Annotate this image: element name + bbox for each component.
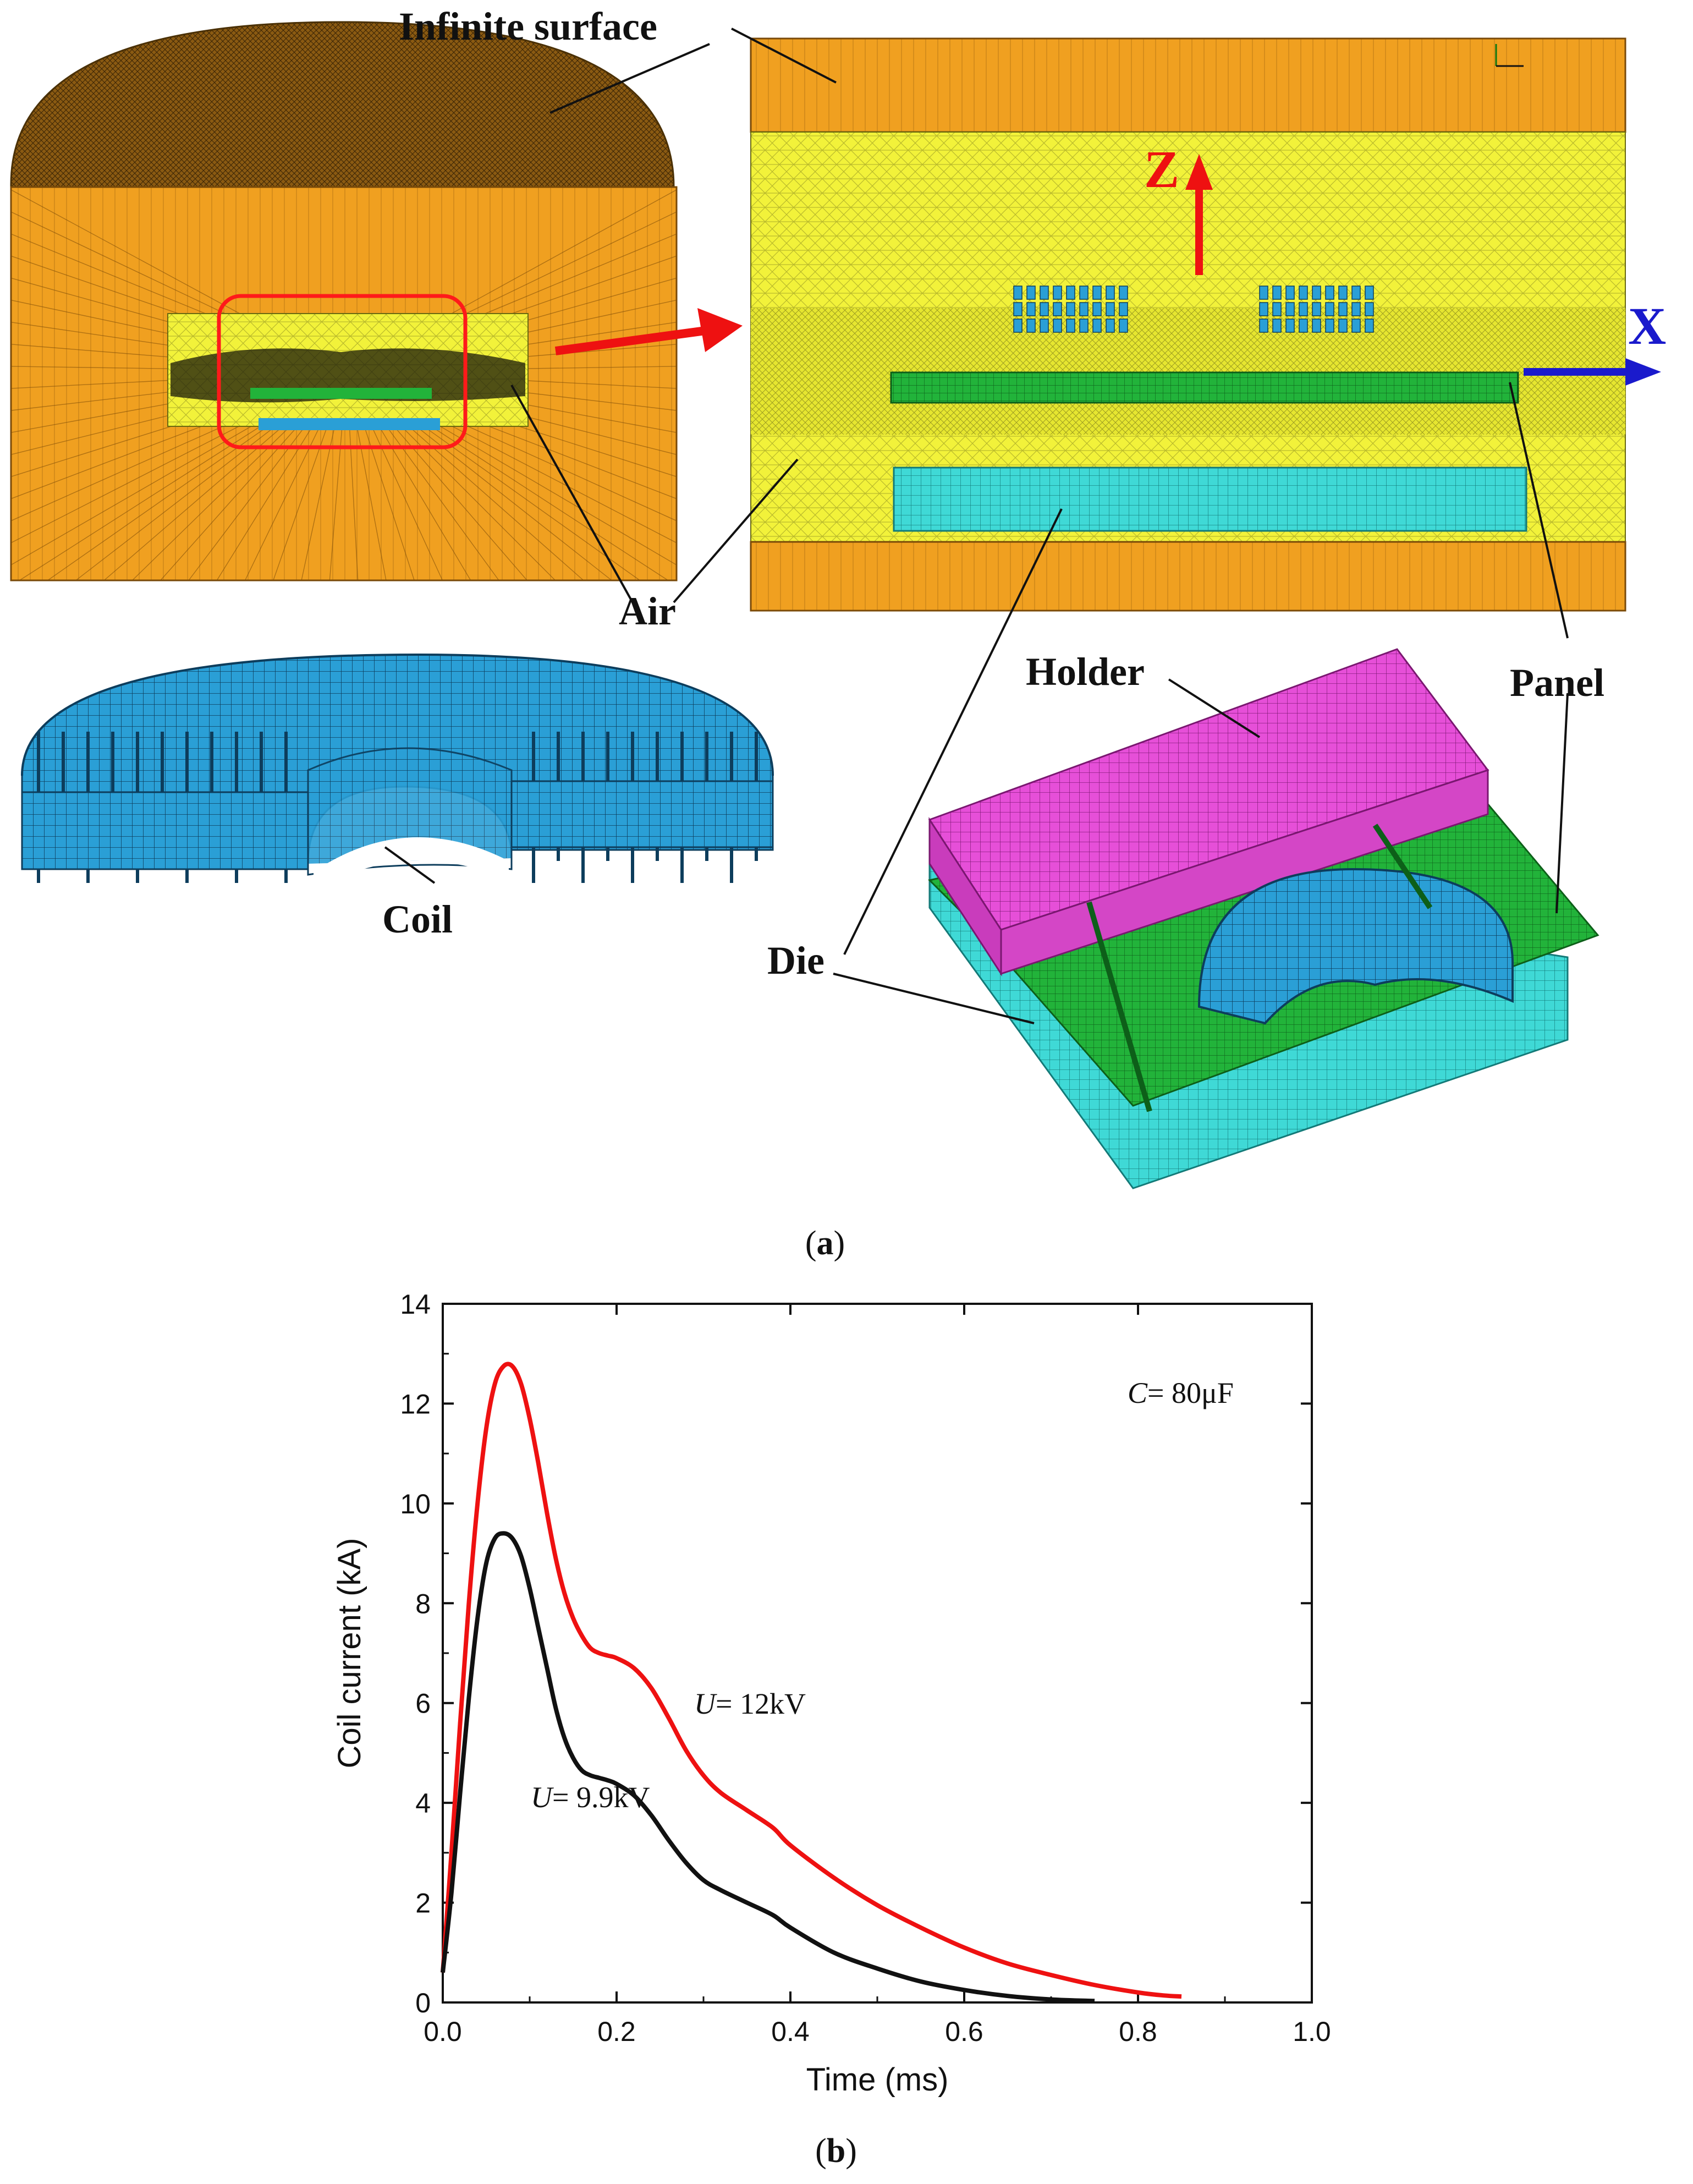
series-line-1	[441, 1531, 1095, 2004]
z-axis-label: Z	[1144, 140, 1179, 199]
zoom-air-dense	[751, 308, 1625, 435]
infinite-domain-top	[10, 21, 675, 194]
x-axis: 0.0 0.2 0.4 0.6 0.8 1.0	[424, 1304, 1331, 2047]
inset-panel	[250, 388, 432, 399]
x-axis-label: Time (ms)	[806, 2062, 949, 2098]
label-coil: Coil	[382, 897, 453, 941]
y-tick-label: 10	[400, 1489, 431, 1519]
y-tick-label: 2	[415, 1888, 431, 1919]
series-line-0	[441, 1362, 1182, 1999]
series-lines	[441, 1362, 1182, 2004]
label-panel: Panel	[1510, 661, 1604, 705]
assembly-holder-front	[1000, 769, 1489, 975]
label-infinite-surface: Infinite surface	[399, 4, 657, 48]
coil-cross-section-left	[1013, 286, 1128, 333]
x-axis-arrow	[1524, 358, 1661, 386]
x-tick-label: 1.0	[1293, 2016, 1331, 2047]
coordinate-triad-icon	[1495, 44, 1524, 67]
zoom-infinite-bottom	[750, 541, 1626, 612]
assembly-coil	[1197, 868, 1514, 1025]
y-tick-label: 12	[400, 1389, 431, 1419]
zoom-arrow	[554, 308, 743, 355]
zoomed-section-view: Z X	[750, 37, 1666, 612]
label-holder: Holder	[1026, 650, 1145, 694]
infinite-domain-view	[10, 21, 678, 581]
annotation-u-9-9kv: U= 9.9kV	[531, 1781, 650, 1814]
zoom-die	[893, 467, 1527, 532]
label-air: Air	[619, 589, 676, 633]
y-tick-label: 8	[415, 1588, 431, 1619]
panel-a: Z X	[10, 4, 1666, 1262]
leader-lines	[384, 28, 1569, 1024]
y-axis-label: Coil current (kA)	[332, 1538, 367, 1769]
y-axis: 0 2 4 6 8 10 12 14	[400, 1289, 1312, 2018]
x-tick-label: 0.0	[424, 2016, 462, 2047]
x-tick-label: 0.6	[945, 2016, 983, 2047]
y-tick-label: 6	[415, 1688, 431, 1719]
coil-cross-section-right	[1259, 286, 1374, 333]
assembly-3d-view	[928, 648, 1599, 1189]
label-die: Die	[767, 939, 824, 983]
annotation-u-12kv: U= 12kV	[694, 1687, 806, 1720]
coil-3d-view	[21, 653, 774, 891]
x-tick-label: 0.2	[597, 2016, 636, 2047]
zoom-panel	[890, 371, 1519, 404]
y-tick-label: 14	[400, 1289, 431, 1320]
annotation-capacitance: C= 80μF	[1128, 1376, 1234, 1409]
panel-b-chart: 0 2 4 6 8 10 12 14 0.0 0.2 0.4 0.6 0.8 1.0 Coil curr…	[332, 1289, 1331, 2170]
y-tick-label: 0	[415, 1988, 431, 2018]
z-axis-arrow	[1185, 154, 1213, 275]
x-axis-label: X	[1628, 297, 1666, 355]
x-tick-label: 0.4	[771, 2016, 810, 2047]
zoom-highlight-box	[217, 294, 468, 449]
caption-a: (a)	[805, 1225, 845, 1262]
inset-die	[259, 418, 440, 430]
zoom-infinite-top	[750, 37, 1626, 133]
x-tick-label: 0.8	[1119, 2016, 1157, 2047]
y-tick-label: 4	[415, 1788, 431, 1819]
caption-b: (b)	[815, 2132, 857, 2170]
